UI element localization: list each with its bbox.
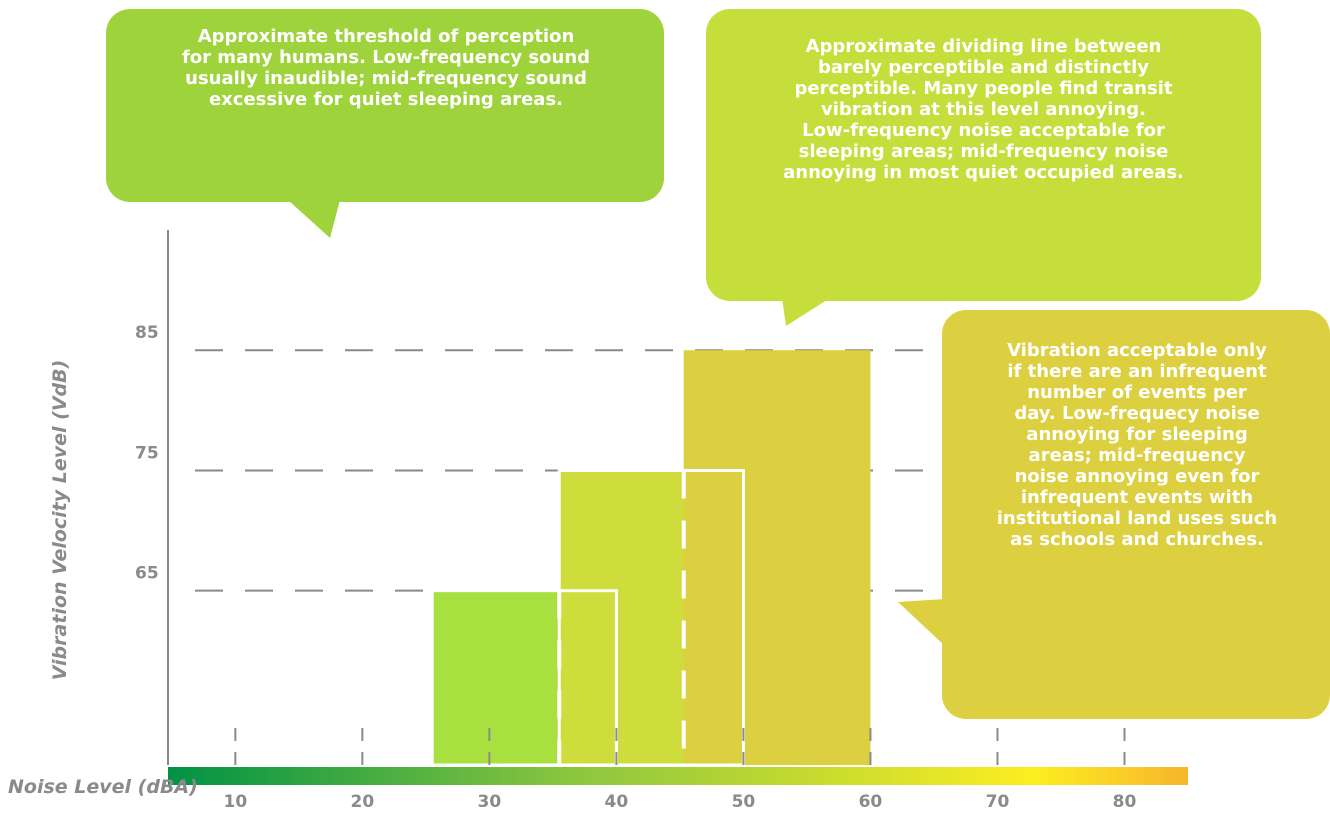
x-tick-label-60: 60 <box>859 792 883 812</box>
x-tick-label-10: 10 <box>223 792 247 812</box>
bubble-shape-perceptible-dividing-line <box>706 9 1261 301</box>
annotation-perceptible-dividing-line: Approximate dividing line between barely… <box>783 36 1184 183</box>
x-tick-label-40: 40 <box>605 792 629 812</box>
annotation-infrequent-events: Vibration acceptable only if there are a… <box>996 340 1278 550</box>
bubble-shape-perception-threshold-tail <box>288 200 340 238</box>
x-tick-label-30: 30 <box>478 792 502 812</box>
bubble-shape-perception-threshold <box>106 9 664 202</box>
noise-colorbar <box>168 767 1188 785</box>
bar-85 <box>683 350 871 765</box>
x-tick-label-70: 70 <box>986 792 1010 812</box>
y-tick-label-65: 65 <box>135 564 159 584</box>
y-tick-label-75: 75 <box>135 443 159 463</box>
x-tick-label-50: 50 <box>732 792 756 812</box>
annotation-perception-threshold: Approximate threshold of perception for … <box>181 26 591 110</box>
y-tick-label-85: 85 <box>135 323 159 343</box>
bubble-shape-infrequent-events <box>942 310 1330 719</box>
bar-outline-65 <box>430 589 618 767</box>
bar-outline-75 <box>557 468 745 767</box>
x-tick-label-80: 80 <box>1113 792 1137 812</box>
x-tick-label-20: 20 <box>351 792 375 812</box>
y-axis-title: Vibration Velocity Level (VdB) <box>49 359 71 681</box>
bubble-shape-infrequent-events-tail <box>898 598 960 660</box>
x-axis-title: Noise Level (dBA) <box>8 776 198 798</box>
bubble-shape-perceptible-dividing-line-tail <box>782 298 830 326</box>
